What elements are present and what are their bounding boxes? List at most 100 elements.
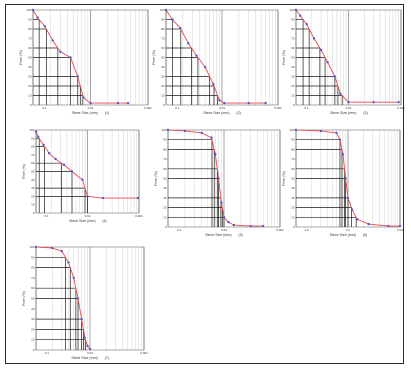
y-axis-label: Finer (%) [22,291,26,306]
y-tick-label: 100 [289,8,294,12]
panel-label: (1) [105,111,109,115]
x-tick-label: 1.0 [304,228,309,232]
data-point [212,82,215,86]
y-tick-label: 10 [31,338,35,342]
y-tick-label: 0 [293,225,295,229]
data-point [36,135,40,138]
data-point [72,276,75,280]
x-tick-label: 0.001 [274,106,282,110]
data-point [179,26,182,30]
y-tick-label: 80 [291,147,295,151]
data-point [261,224,265,228]
data-point [101,196,105,200]
y-tick-label: 80 [163,147,167,151]
y-tick-label: 40 [31,307,35,311]
y-tick-label: 40 [31,178,35,182]
x-axis-label: Sieve Size (mm) [71,356,97,360]
data-point [80,317,83,321]
x-tick-label: 0.01 [87,351,93,355]
y-tick-label: 40 [291,65,295,69]
y-tick-label: 10 [31,203,35,207]
y-tick-label: 70 [31,276,35,280]
data-point [200,131,203,135]
y-tick-label: 0 [293,103,295,107]
y-tick-label: 60 [291,167,295,171]
x-tick-label: 0.1 [44,214,49,218]
data-point [397,100,400,104]
data-point [187,42,190,45]
y-tick-label: 70 [31,153,35,157]
data-point [69,56,72,59]
data-point [367,222,370,226]
y-tick-label: 60 [31,286,35,290]
panel-label: (6) [363,233,367,237]
y-tick-label: 90 [31,255,35,259]
x-tick-label: 0.1 [304,106,309,110]
x-axis-label: Sieve Size (mm) [330,111,356,115]
y-tick-label: 20 [31,327,35,331]
y-tick-label: 80 [291,27,295,31]
x-tick-label: 0.01 [346,106,352,110]
data-point [294,8,298,12]
y-tick-label: 10 [28,94,32,98]
y-tick-label: 80 [28,27,32,31]
y-tick-label: 90 [28,18,32,22]
y-tick-label: 70 [28,37,32,41]
data-point [344,177,347,180]
y-tick-label: 50 [161,56,165,60]
data-point [166,128,170,132]
x-tick-label: 0.1 [45,351,50,355]
gradation-curve [295,9,399,103]
x-tick-label: 0.1 [177,228,182,232]
y-tick-label: 30 [291,75,295,79]
data-point [86,195,89,198]
data-point [372,100,375,104]
x-tick-label: 0.01 [88,106,94,110]
data-point [82,96,85,99]
data-point [350,208,354,211]
data-point [398,224,402,228]
data-point [319,129,323,133]
y-tick-label: 90 [291,138,295,142]
data-point [31,8,35,12]
x-tick-label: 0.01 [85,214,91,218]
y-tick-label: 40 [161,65,165,69]
y-tick-label: 80 [31,266,35,270]
data-point [36,16,39,19]
y-tick-label: 10 [161,94,165,98]
data-point [86,344,89,348]
y-tick-label: 50 [31,297,35,301]
data-point [34,130,38,133]
x-axis-label: Sieve Size (mm) [205,233,231,237]
y-tick-label: 0 [165,225,167,229]
y-tick-label: 10 [291,215,295,219]
y-tick-label: 50 [31,170,35,174]
data-point [335,131,338,135]
x-axis-label: Sieve Size (mm) [72,111,98,115]
y-tick-label: 90 [161,18,165,22]
panel-label: (7) [105,356,109,360]
data-point [347,100,350,104]
gradation-curve [35,131,138,199]
gradation-curve [32,9,129,104]
y-tick-label: 100 [29,128,34,132]
y-tick-label: 0 [33,348,35,352]
sieve-chart-1: 0 10 20 30 40 50 60 70 80 90 100 0.1 0.01 0.001 Sieve … [19,8,152,115]
data-point [341,153,345,156]
data-point [83,336,86,339]
data-point [67,261,70,264]
data-point [51,39,54,42]
y-tick-label: 20 [291,84,295,88]
y-tick-label: 20 [161,84,165,88]
y-tick-label: 40 [28,65,32,69]
gradation-curve [167,129,264,227]
x-tick-label: 0.01 [219,106,225,110]
y-axis-label: Finer (%) [282,171,286,186]
data-point [298,14,302,17]
data-point [326,61,329,64]
y-tick-label: 100 [289,128,294,132]
data-point [54,157,57,161]
data-point [195,54,198,57]
y-tick-label: 30 [31,317,35,321]
